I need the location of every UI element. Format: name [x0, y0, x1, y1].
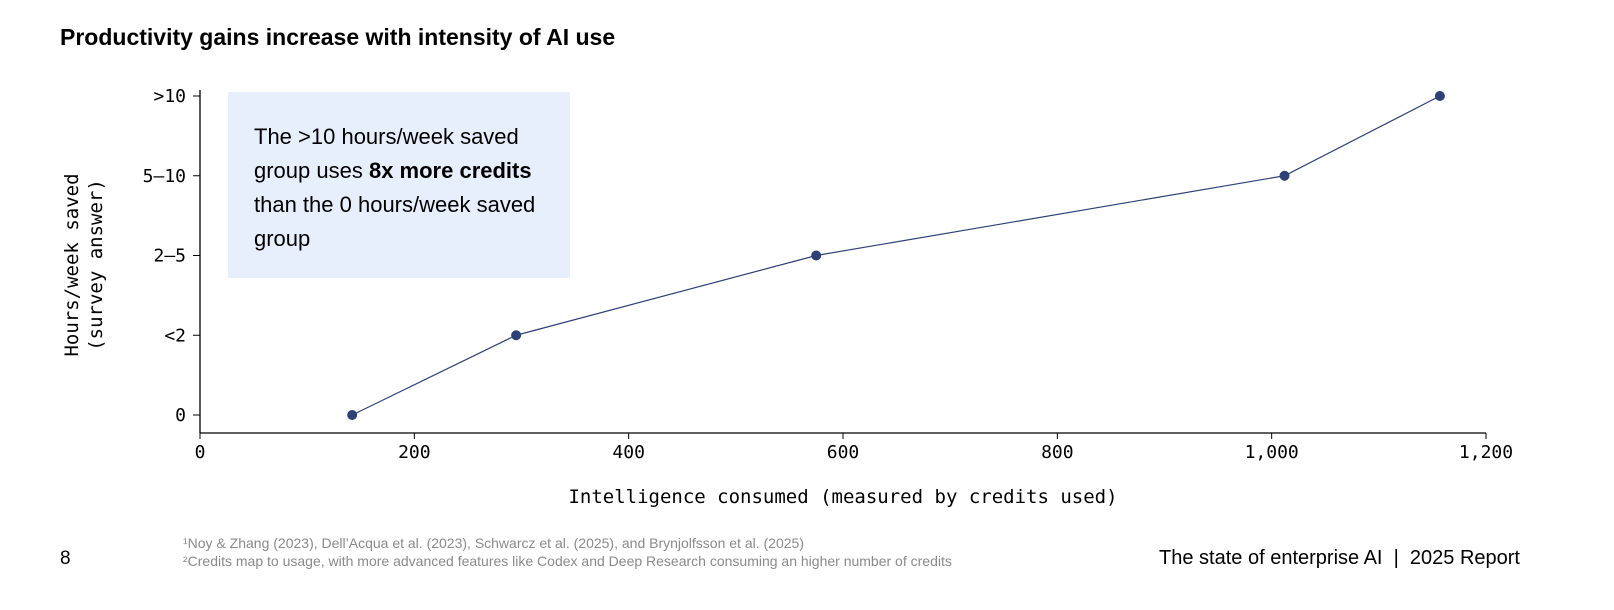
y-tick-label: <2 [164, 325, 186, 346]
y-axis-label: (survey answer) [85, 179, 107, 351]
data-point [511, 330, 522, 341]
y-tick-label: >10 [153, 86, 186, 107]
data-point [811, 250, 822, 261]
callout-text: The >10 hours/week saved group uses [254, 124, 519, 183]
x-tick-label: 0 [195, 442, 206, 463]
x-tick-label: 800 [1041, 442, 1074, 463]
report-label: The state of enterprise AI | 2025 Report [1159, 547, 1520, 569]
x-axis-label: Intelligence consumed (measured by credi… [568, 486, 1117, 508]
callout-text-end: than the 0 hours/week saved group [254, 192, 536, 251]
y-axis-label: Hours/week saved [61, 173, 83, 356]
y-tick-label: 5–10 [143, 166, 186, 187]
data-point [1279, 170, 1290, 181]
page-number: 8 [60, 548, 71, 569]
footnote-1: ¹Noy & Zhang (2023), Dell’Acqua et al. (… [183, 535, 804, 551]
x-tick-label: 400 [612, 442, 645, 463]
chart-title: Productivity gains increase with intensi… [60, 24, 616, 50]
data-point [1434, 91, 1445, 101]
x-tick-label: 200 [398, 442, 431, 463]
x-tick-label: 600 [827, 442, 860, 463]
footnotes: ¹Noy & Zhang (2023), Dell’Acqua et al. (… [183, 534, 952, 570]
callout-bold: 8x more credits [368, 158, 532, 183]
x-tick-label: 1,200 [1459, 442, 1513, 463]
y-tick-label: 2–5 [153, 246, 186, 267]
data-point [347, 410, 358, 420]
y-tick-label: 0 [175, 405, 186, 426]
x-tick-label: 1,000 [1245, 442, 1299, 463]
footnote-2: ²Credits map to usage, with more advance… [183, 553, 952, 569]
callout-box: The >10 hours/week saved group uses 8x m… [228, 92, 570, 278]
